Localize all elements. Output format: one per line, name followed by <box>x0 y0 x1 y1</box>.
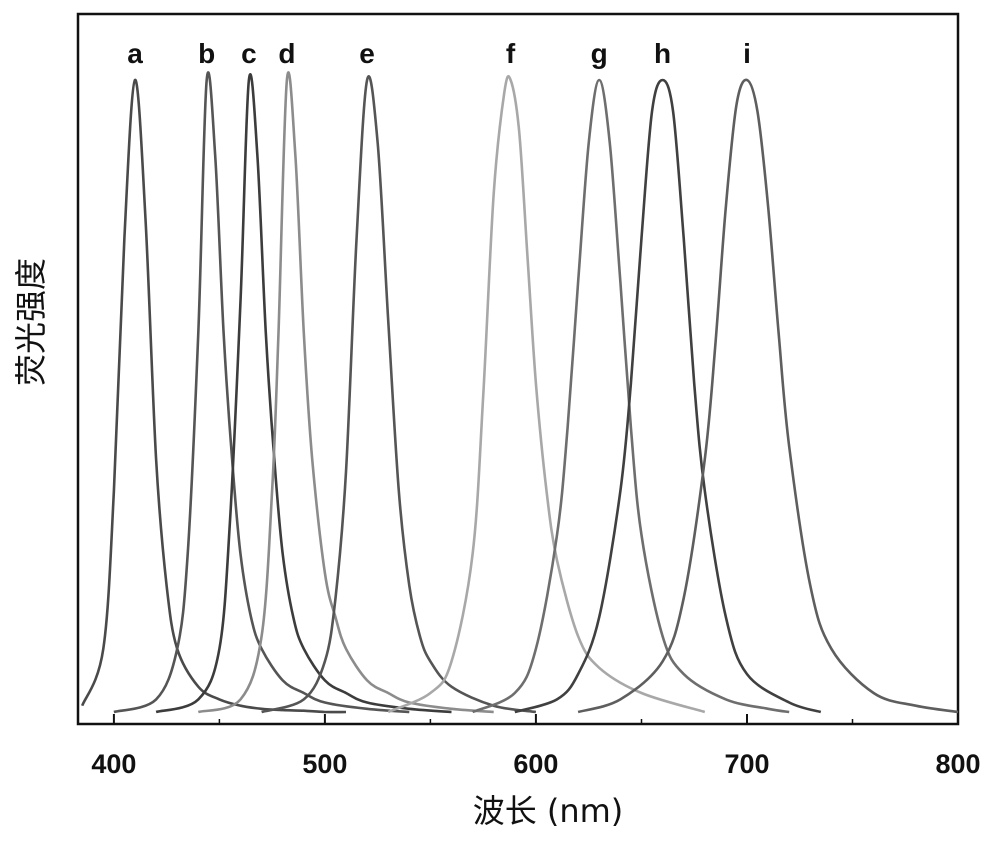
x-axis-ticks <box>114 714 958 724</box>
x-tick-label-400: 400 <box>91 749 136 779</box>
x-tick-label-700: 700 <box>724 749 769 779</box>
peak-label-h: h <box>654 38 671 69</box>
x-tick-label-500: 500 <box>302 749 347 779</box>
peak-label-d: d <box>278 38 295 69</box>
peak-label-g: g <box>591 38 608 69</box>
peak-label-i: i <box>743 38 751 69</box>
series-line-i <box>578 80 958 712</box>
peak-label-e: e <box>359 38 375 69</box>
x-axis-tick-labels: 400 500 600 700 800 <box>91 749 980 779</box>
series-line-b <box>114 72 409 712</box>
peak-labels: a bcd e f g h i <box>127 38 751 69</box>
spectra-curves <box>82 72 958 712</box>
x-tick-label-800: 800 <box>935 749 980 779</box>
peak-label-a: a <box>127 38 143 69</box>
peak-label-b: b <box>198 38 215 69</box>
x-tick-label-600: 600 <box>513 749 558 779</box>
peak-label-c: c <box>241 38 257 69</box>
peak-label-f: f <box>506 38 516 69</box>
series-line-c <box>156 74 451 712</box>
y-axis-title: 荧光强度 <box>12 258 50 386</box>
series-line-d <box>198 72 493 712</box>
series-line-h <box>515 80 821 712</box>
x-axis-title: 波长 (nm) <box>473 792 624 830</box>
